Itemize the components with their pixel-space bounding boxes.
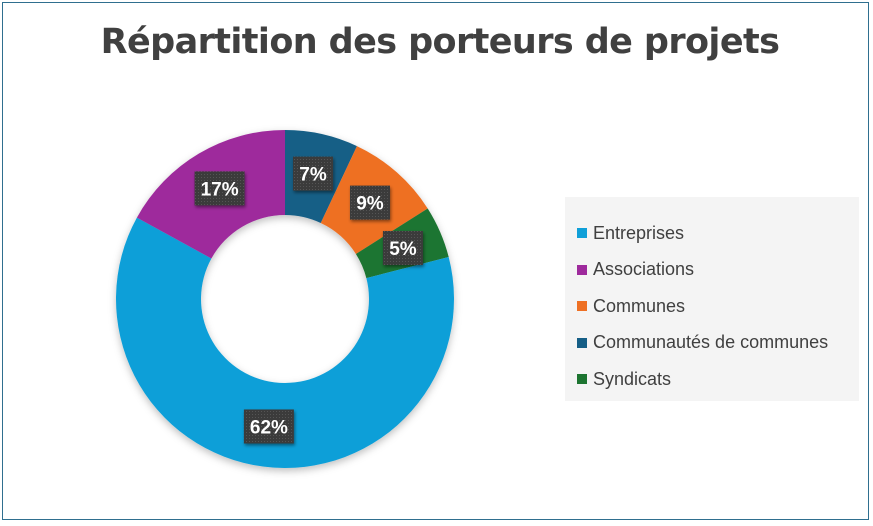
legend-item-syndicats: Syndicats: [577, 361, 859, 398]
data-label-text: 5%: [389, 239, 417, 260]
donut-slice-entreprises: [116, 217, 455, 468]
data-label-text: 9%: [356, 194, 384, 215]
legend-item-communes: Communes: [577, 288, 859, 325]
legend-swatch: [577, 301, 587, 312]
data-label: 9%: [349, 185, 390, 220]
legend-item-communautes-de-communes: Communautés de communes: [577, 325, 859, 362]
data-label: 7%: [293, 156, 334, 191]
legend-label: Communautés de communes: [593, 332, 829, 353]
data-label-text: 7%: [299, 165, 327, 186]
data-label: 17%: [194, 171, 245, 206]
legend-label: Communes: [593, 295, 686, 316]
legend-item-associations: Associations: [577, 252, 859, 289]
legend-label: Entreprises: [593, 222, 685, 243]
chart-title: Répartition des porteurs de projets: [100, 22, 780, 62]
legend-swatch: [577, 337, 587, 348]
legend-swatch: [577, 228, 587, 239]
chart-legend: Entreprises Associations Communes Commun…: [565, 197, 859, 401]
data-label-box: [194, 171, 245, 206]
data-label: 5%: [382, 230, 423, 265]
legend-swatch: [577, 374, 587, 385]
legend-item-entreprises: Entreprises: [577, 215, 859, 252]
data-label-box: [349, 185, 390, 220]
data-label-box: [243, 409, 294, 444]
data-label: 62%: [243, 409, 294, 444]
legend-label: Associations: [593, 259, 695, 280]
data-label-text: 62%: [250, 417, 288, 438]
data-label-box: [293, 156, 334, 191]
data-label-text: 17%: [201, 179, 239, 200]
legend-swatch: [577, 264, 587, 275]
legend-label: Syndicats: [593, 368, 672, 389]
data-label-box: [382, 230, 423, 265]
